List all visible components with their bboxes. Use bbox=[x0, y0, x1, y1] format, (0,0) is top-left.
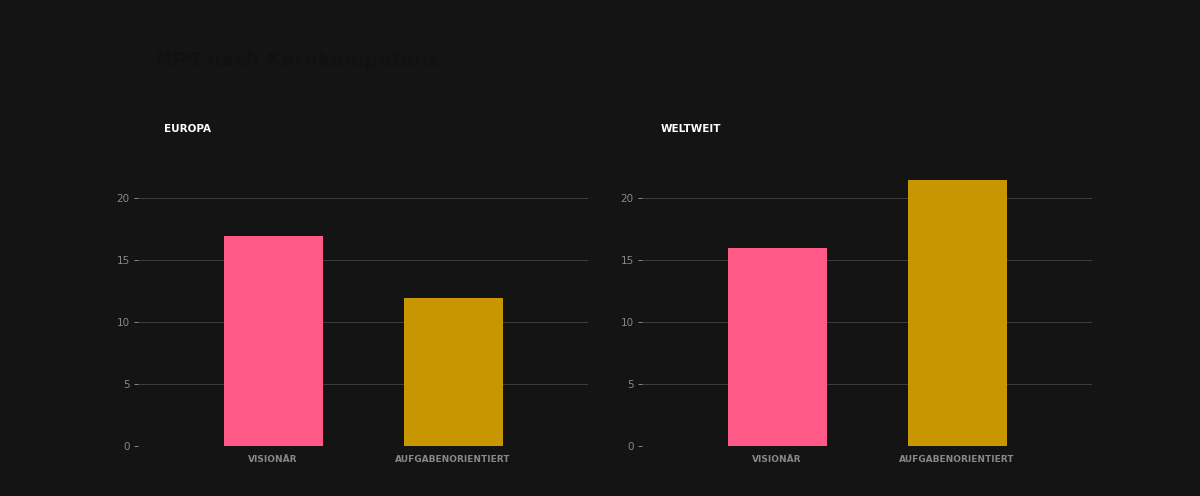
Text: EUROPA: EUROPA bbox=[163, 124, 211, 134]
Bar bbox=[223, 236, 323, 446]
Text: WELTWEIT: WELTWEIT bbox=[661, 124, 721, 134]
Bar bbox=[907, 180, 1007, 446]
Text: NPS nach Kernkompetenz: NPS nach Kernkompetenz bbox=[156, 51, 439, 70]
Bar bbox=[727, 248, 827, 446]
Bar bbox=[403, 298, 503, 446]
